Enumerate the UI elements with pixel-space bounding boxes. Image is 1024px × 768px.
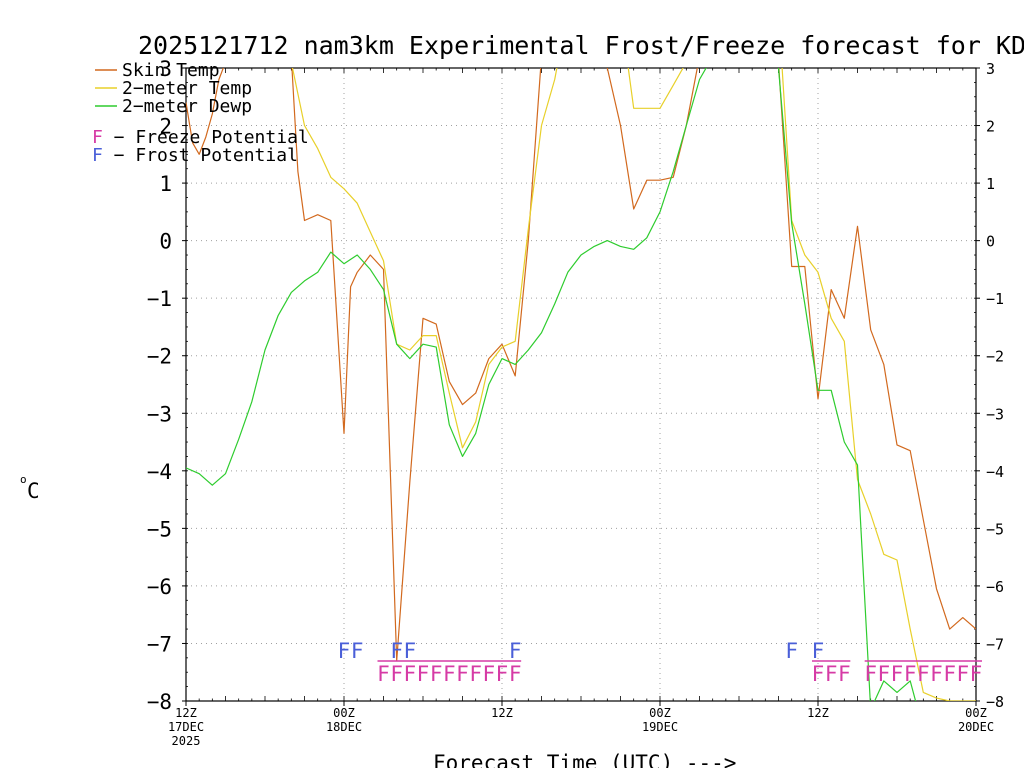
x-tick-label: 17DEC (168, 720, 204, 734)
y-tick-label-right: −5 (986, 520, 1004, 538)
y-tick-label-right: −1 (986, 290, 1004, 308)
x-tick-label: 20DEC (958, 720, 994, 734)
freeze-marker: F (970, 662, 983, 686)
freeze-marker: F (930, 662, 943, 686)
y-tick-label-right: 2 (986, 118, 995, 136)
freeze-marker: F (377, 662, 390, 686)
frost-marker: F (390, 639, 403, 663)
y-tick-label-left: 2 (159, 115, 172, 139)
legend-marker-label: F − Freeze Potential (92, 127, 309, 148)
y-tick-label-left: −4 (147, 460, 172, 484)
frost-marker: F (351, 639, 364, 663)
freeze-marker: F (891, 662, 904, 686)
legend-marker-letter: F (92, 145, 103, 166)
freeze-marker: F (443, 662, 456, 686)
freeze-marker: F (917, 662, 930, 686)
legend-marker-label: F − Frost Potential (92, 145, 298, 166)
legend-label: Skin Temp (122, 60, 220, 81)
y-tick-label-left: 3 (159, 57, 172, 81)
freeze-marker: F (878, 662, 891, 686)
y-tick-label-right: −2 (986, 348, 1004, 366)
y-tick-label-left: −1 (147, 287, 172, 311)
y-tick-label-right: 1 (986, 175, 995, 193)
series-line-2-meter-dewp (186, 68, 917, 701)
chart-title: 2025121712 nam3km Experimental Frost/Fre… (138, 31, 1024, 60)
x-tick-label: 18DEC (326, 720, 362, 734)
x-axis-label: Forecast Time (UTC) ---> (433, 751, 736, 768)
y-tick-label-right: −6 (986, 578, 1004, 596)
plot-border (185, 67, 977, 702)
series-lines (186, 68, 976, 701)
y-tick-label-right: −4 (986, 463, 1004, 481)
y-tick-label-left: 0 (159, 230, 172, 254)
legend-marker-text: − Freeze Potential (103, 127, 309, 148)
legend-label: 2−meter Dewp (122, 96, 252, 117)
frost-marker: F (812, 639, 825, 663)
y-axis-unit-degree: o (20, 473, 27, 486)
y-tick-label-right: 0 (986, 233, 995, 251)
legend-marker-text: − Frost Potential (103, 145, 298, 166)
freeze-marker: F (417, 662, 430, 686)
y-tick-label-left: −3 (147, 402, 172, 426)
x-tick-label: 00Z (333, 706, 355, 720)
x-tick-label: 12Z (807, 706, 829, 720)
x-tick-label: 00Z (965, 706, 987, 720)
freeze-marker: F (904, 662, 917, 686)
frost-marker: F (509, 639, 522, 663)
y-tick-label-right: −8 (986, 693, 1004, 711)
y-axis-unit-letter: C (27, 479, 40, 503)
y-tick-label-left: −8 (147, 690, 172, 714)
series-line-skin-temp (186, 68, 976, 662)
freeze-marker: F (825, 662, 838, 686)
freeze-marker: F (469, 662, 482, 686)
y-tick-label-left: −5 (147, 517, 172, 541)
freeze-marker: F (957, 662, 970, 686)
y-tick-label-left: −7 (147, 632, 172, 656)
y-tick-label-right: −3 (986, 405, 1004, 423)
freeze-marker: F (864, 662, 877, 686)
frost-marker: F (338, 639, 351, 663)
y-tick-label-right: 3 (986, 60, 995, 78)
frost-marker: F (404, 639, 417, 663)
y-axis-left: 3 2 1 0 −1 −2 −3 −4 −5 −6 −7 −8 (147, 57, 186, 714)
y-tick-label-left: 1 (159, 172, 172, 196)
plot-frame (185, 67, 977, 702)
y-tick-label-left: −2 (147, 345, 172, 369)
freeze-marker: F (509, 662, 522, 686)
freeze-marker: F (404, 662, 417, 686)
legend-marker-letter: F (92, 127, 103, 148)
freeze-marker: F (390, 662, 403, 686)
freeze-marker: F (838, 662, 851, 686)
y-axis-right: 3 2 1 0 −1 −2 −3 −4 −5 −6 −7 −8 (976, 60, 1004, 711)
frost-freeze-markers: F F F F F F FF F F F F F F F F F F F F F F F F F F F F F F (338, 639, 983, 686)
x-tick-label: 12Z (491, 706, 513, 720)
freeze-marker: F (496, 662, 509, 686)
freeze-marker: F (456, 662, 469, 686)
x-tick-label: 12Z (175, 706, 197, 720)
y-tick-label-right: −7 (986, 635, 1004, 653)
freeze-marker: F (812, 662, 825, 686)
y-tick-label-left: −6 (147, 575, 172, 599)
frost-marker: F (785, 639, 798, 663)
grid-lines (186, 68, 976, 701)
freeze-marker: F (943, 662, 956, 686)
series-line-2-meter-temp (291, 68, 976, 701)
x-tick-label: 19DEC (642, 720, 678, 734)
legend-label: 2−meter Temp (122, 78, 252, 99)
freeze-marker: F (483, 662, 496, 686)
freeze-marker: F (430, 662, 443, 686)
x-tick-label: 2025 (172, 734, 201, 748)
x-tick-label: 00Z (649, 706, 671, 720)
